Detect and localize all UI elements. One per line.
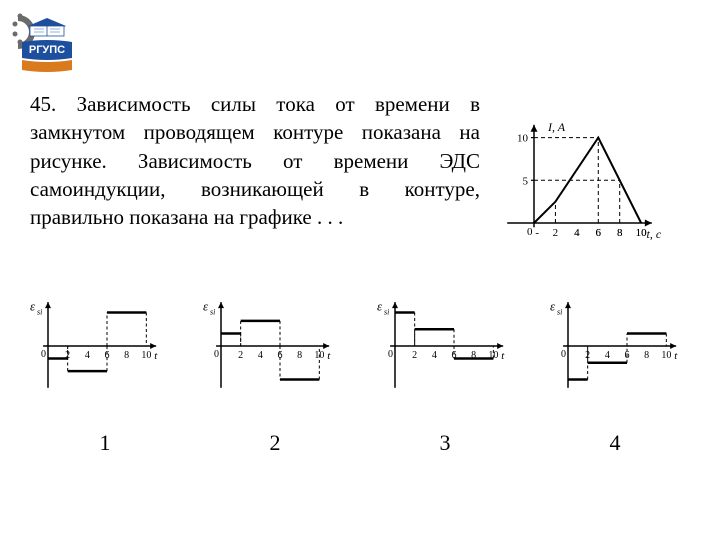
option-chart-2: 2468100εsit	[193, 280, 353, 400]
logo-svg: РГУПС	[12, 8, 82, 78]
current-vs-time-chart: 46810246810-510t, сI, A0	[502, 100, 702, 245]
svg-text:0: 0	[41, 349, 46, 360]
svg-text:10: 10	[517, 133, 529, 145]
option-label-4: 4	[535, 430, 695, 456]
svg-text:2: 2	[238, 350, 243, 361]
svg-text:6: 6	[596, 227, 602, 239]
svg-text:10: 10	[636, 227, 648, 239]
svg-text:0: 0	[214, 349, 219, 360]
svg-text:5: 5	[523, 175, 529, 187]
svg-text:t: t	[154, 350, 158, 362]
svg-text:I, A: I, A	[547, 120, 566, 134]
svg-text:ε: ε	[203, 298, 209, 313]
option-label-2: 2	[195, 430, 355, 456]
problem-number: 45.	[30, 92, 56, 116]
logo-text: РГУПС	[29, 44, 65, 56]
svg-text:4: 4	[85, 350, 90, 361]
banner-bottom	[22, 60, 72, 72]
main-chart-svg: 46810246810-510t, сI, A0	[502, 100, 702, 245]
problem-statement: 45. Зависимость силы тока от времени в з…	[30, 90, 480, 232]
svg-text:10: 10	[661, 350, 671, 361]
option-labels-row: 1 2 3 4	[20, 430, 700, 456]
svg-text:0: 0	[527, 226, 533, 238]
svg-text:ε: ε	[550, 298, 556, 313]
svg-text:0: 0	[388, 349, 393, 360]
svg-text:t, с: t, с	[647, 227, 662, 241]
svg-text:si: si	[557, 307, 562, 316]
svg-text:10: 10	[141, 350, 151, 361]
svg-text:t: t	[501, 350, 505, 362]
svg-text:4: 4	[605, 350, 610, 361]
svg-text:8: 8	[124, 350, 129, 361]
svg-text:t: t	[674, 350, 678, 362]
svg-text:4: 4	[431, 350, 436, 361]
svg-text:0: 0	[561, 349, 566, 360]
svg-text:t: t	[328, 350, 332, 362]
answer-options-row: 2468100εsit 2468100εsit 2468100εsit 2468…	[20, 280, 700, 400]
svg-text:8: 8	[297, 350, 302, 361]
svg-text:si: si	[210, 307, 215, 316]
svg-text:4: 4	[574, 227, 580, 239]
svg-text:4: 4	[258, 350, 263, 361]
svg-text:ε: ε	[377, 298, 383, 313]
svg-text:2: 2	[553, 227, 559, 239]
option-label-1: 1	[25, 430, 185, 456]
svg-text:8: 8	[644, 350, 649, 361]
svg-text:si: si	[37, 307, 42, 316]
svg-text:ε: ε	[30, 298, 36, 313]
svg-text:si: si	[384, 307, 389, 316]
option-chart-3: 2468100εsit	[367, 280, 527, 400]
option-label-3: 3	[365, 430, 525, 456]
svg-text:2: 2	[412, 350, 417, 361]
option-chart-4: 2468100εsit	[540, 280, 700, 400]
svg-text:8: 8	[617, 227, 623, 239]
problem-body: Зависимость силы тока от времени в замкн…	[30, 92, 480, 229]
svg-text:-: -	[535, 227, 539, 239]
option-chart-1: 2468100εsit	[20, 280, 180, 400]
institution-logo: РГУПС	[12, 8, 82, 78]
